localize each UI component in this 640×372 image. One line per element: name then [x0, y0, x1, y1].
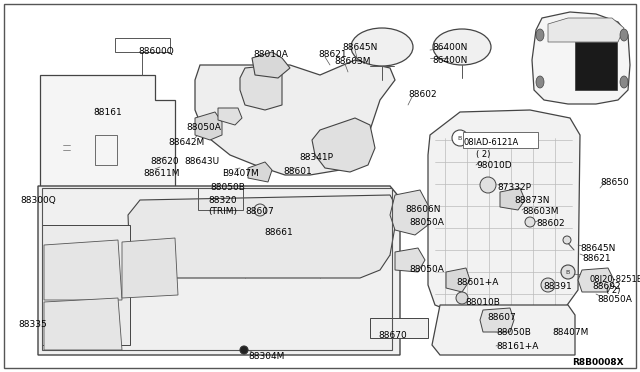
Text: 98010D: 98010D	[476, 161, 511, 170]
Polygon shape	[122, 238, 178, 298]
Text: 88050B: 88050B	[210, 183, 245, 192]
Text: 88650: 88650	[600, 178, 628, 187]
Text: 88602: 88602	[408, 90, 436, 99]
Text: 08IAD-6121A: 08IAD-6121A	[464, 138, 519, 147]
Circle shape	[541, 278, 555, 292]
Text: ( 2): ( 2)	[606, 286, 620, 295]
Ellipse shape	[351, 28, 413, 66]
Polygon shape	[390, 190, 428, 235]
Polygon shape	[44, 298, 122, 350]
Text: 88670: 88670	[378, 331, 407, 340]
Text: 88602: 88602	[536, 219, 564, 228]
Polygon shape	[548, 18, 624, 42]
Text: 88300Q: 88300Q	[20, 196, 56, 205]
Text: 88607: 88607	[487, 313, 516, 322]
Text: 88010B: 88010B	[465, 298, 500, 307]
Text: 88010A: 88010A	[253, 50, 288, 59]
Polygon shape	[446, 268, 470, 292]
Bar	[370, 318, 428, 338]
Text: 88645N: 88645N	[342, 43, 378, 52]
Polygon shape	[428, 110, 580, 315]
Circle shape	[561, 265, 575, 279]
Bar	[463, 132, 538, 148]
Text: 88335: 88335	[18, 320, 47, 329]
Text: 88621: 88621	[318, 50, 347, 59]
Text: ( 2): ( 2)	[476, 150, 490, 159]
Circle shape	[456, 292, 468, 304]
Ellipse shape	[536, 76, 544, 88]
Text: B: B	[458, 135, 462, 141]
Text: 88320: 88320	[208, 196, 237, 205]
Polygon shape	[248, 162, 272, 182]
Text: 88050A: 88050A	[409, 218, 444, 227]
Text: 88050B: 88050B	[496, 328, 531, 337]
Polygon shape	[218, 108, 242, 125]
Text: 88603M: 88603M	[522, 207, 559, 216]
Text: 88620: 88620	[150, 157, 179, 166]
Text: 88601+A: 88601+A	[456, 278, 499, 287]
Text: 88611M: 88611M	[143, 169, 179, 178]
Text: 88304M: 88304M	[248, 352, 284, 361]
Bar	[575, 42, 617, 90]
Text: 88607: 88607	[245, 207, 274, 216]
Ellipse shape	[536, 29, 544, 41]
Text: 88050A: 88050A	[597, 295, 632, 304]
Bar	[95, 135, 117, 165]
Ellipse shape	[620, 29, 628, 41]
Polygon shape	[252, 52, 290, 78]
Text: B9407M: B9407M	[222, 169, 259, 178]
Bar	[115, 38, 170, 52]
Text: B: B	[566, 269, 570, 275]
Polygon shape	[395, 248, 425, 272]
Polygon shape	[500, 188, 525, 210]
Polygon shape	[578, 268, 614, 292]
Text: 88692: 88692	[592, 282, 621, 291]
Text: 88050A: 88050A	[409, 265, 444, 274]
Text: 88661: 88661	[264, 228, 292, 237]
Polygon shape	[432, 305, 575, 355]
Text: 88621: 88621	[582, 254, 611, 263]
Circle shape	[525, 217, 535, 227]
Polygon shape	[240, 65, 282, 110]
Circle shape	[480, 177, 496, 193]
Polygon shape	[128, 195, 398, 278]
Polygon shape	[44, 240, 122, 300]
Text: 88407M: 88407M	[552, 328, 588, 337]
Polygon shape	[480, 308, 514, 332]
Text: 88161+A: 88161+A	[496, 342, 538, 351]
Circle shape	[563, 236, 571, 244]
Polygon shape	[195, 112, 222, 140]
Text: (TRIM): (TRIM)	[208, 207, 237, 216]
Text: 88643U: 88643U	[184, 157, 219, 166]
Ellipse shape	[433, 29, 491, 65]
Bar	[198, 188, 243, 210]
Text: 86400N: 86400N	[432, 43, 467, 52]
Text: 88601: 88601	[283, 167, 312, 176]
Text: 88603M: 88603M	[334, 57, 371, 66]
Text: 88341P: 88341P	[299, 153, 333, 162]
Text: 88873N: 88873N	[514, 196, 550, 205]
Circle shape	[452, 130, 468, 146]
Polygon shape	[195, 60, 395, 175]
Circle shape	[254, 204, 266, 216]
Text: 88391: 88391	[543, 282, 572, 291]
Bar	[42, 188, 392, 350]
Text: 08J20-8251E: 08J20-8251E	[590, 275, 640, 284]
Text: 87332P: 87332P	[497, 183, 531, 192]
Text: 88050A: 88050A	[186, 123, 221, 132]
Polygon shape	[40, 75, 175, 270]
Text: 88161: 88161	[93, 108, 122, 117]
Polygon shape	[38, 186, 400, 355]
Text: 88600Q: 88600Q	[138, 47, 173, 56]
Polygon shape	[312, 118, 375, 172]
Text: 88642M: 88642M	[168, 138, 204, 147]
Polygon shape	[532, 12, 630, 104]
Ellipse shape	[620, 76, 628, 88]
Text: 86400N: 86400N	[432, 56, 467, 65]
Text: 88645N: 88645N	[580, 244, 616, 253]
Text: 88606N: 88606N	[405, 205, 440, 214]
Text: R8B0008X: R8B0008X	[572, 358, 623, 367]
Polygon shape	[42, 225, 130, 345]
Circle shape	[240, 346, 248, 354]
